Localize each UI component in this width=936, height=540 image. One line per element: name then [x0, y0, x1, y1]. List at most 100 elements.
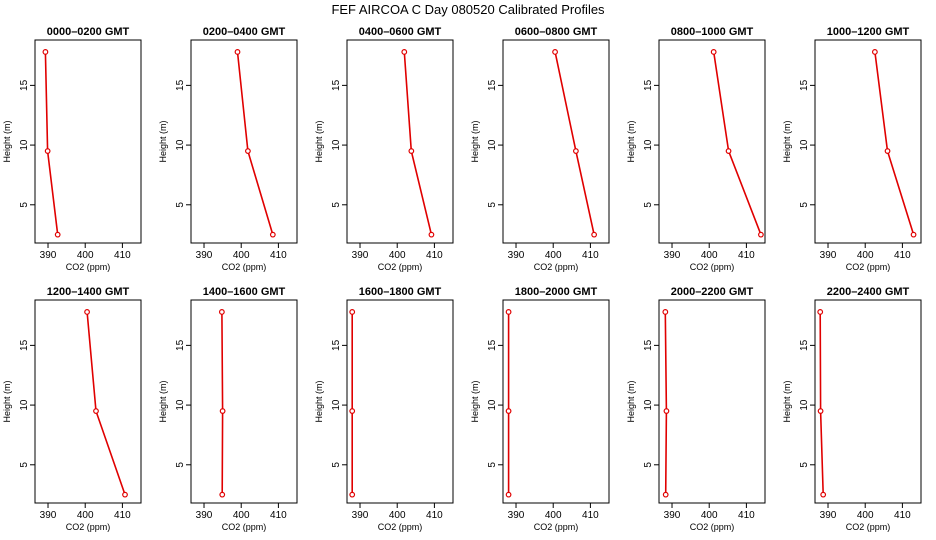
panel-5-ytick-label: 10 — [643, 139, 654, 151]
panel-4-point — [552, 49, 558, 55]
panel-4-xtick-label: 400 — [545, 250, 562, 261]
panel-9-frame — [346, 299, 454, 504]
panel-8-xtick-label: 410 — [270, 510, 287, 521]
panel-8: 1400–1600 GMT 390 400 410 5 10 15 CO2 (ppm) Heig… — [158, 286, 298, 532]
panel-4-point — [591, 231, 598, 238]
panel-12-point — [820, 491, 827, 498]
panel-8-ytick-label: 15 — [175, 339, 186, 351]
panel-4-xtick-label: 410 — [582, 250, 599, 261]
panel-12-ytick-label: 10 — [799, 399, 810, 411]
panel-8-frame — [190, 299, 298, 504]
panel-9-xtick-label: 410 — [426, 510, 443, 521]
panel-5-ytick-label: 5 — [643, 202, 654, 208]
panel-3-ytick-label: 5 — [331, 202, 342, 208]
panel-1-xtick-label: 410 — [114, 250, 131, 261]
panel-1-point — [44, 148, 51, 154]
panel-11-profile-line — [664, 311, 668, 495]
panel-12-xtick-label: 390 — [820, 510, 837, 521]
panel-8-xtick-label: 400 — [233, 510, 250, 521]
panel-5-frame — [658, 39, 766, 244]
panel-3-ytick-label: 10 — [331, 139, 342, 151]
panel-10: 1800–2000 GMT 390 400 410 5 10 15 CO2 (ppm) Heig… — [470, 286, 610, 532]
panel-3-point — [401, 49, 408, 55]
panel-10-ylabel: Height (m) — [470, 380, 480, 422]
panel-6-title: 1000–1200 GMT — [827, 26, 910, 38]
panel-10-xtick-label: 410 — [582, 510, 599, 521]
panel-11-title: 2000–2200 GMT — [671, 286, 754, 298]
panel-5-ylabel: Height (m) — [626, 120, 636, 162]
panel-3-point — [428, 231, 435, 238]
panel-1: 0000–0200 GMT 390 400 410 5 10 15 CO2 (ppm) Heig… — [2, 26, 142, 272]
panel-7-point — [84, 309, 90, 315]
panel-7-profile-line — [86, 311, 126, 495]
figure-title: FEF AIRCOA C Day 080520 Calibrated Profi… — [331, 2, 605, 17]
panel-11-ytick-label: 15 — [643, 339, 654, 351]
panel-2-frame — [190, 39, 298, 244]
panel-3-profile-line — [403, 51, 433, 235]
panel-1-profile-line — [44, 51, 59, 235]
panel-12-xtick-label: 410 — [894, 510, 911, 521]
panel-2-xtick-label: 410 — [270, 250, 287, 261]
panel-5-xtick-label: 410 — [738, 250, 755, 261]
panel-12: 2200–2400 GMT 390 400 410 5 10 15 CO2 (ppm) Heig… — [782, 286, 922, 532]
panel-11-point — [663, 408, 670, 414]
panel-4-profile-line — [554, 51, 595, 235]
panel-6-ytick-label: 5 — [799, 202, 810, 208]
panel-10-xtick-label: 400 — [545, 510, 562, 521]
panel-10-ytick-label: 15 — [487, 339, 498, 351]
panel-7-frame — [34, 299, 142, 504]
panel-9-point — [349, 491, 356, 498]
panel-7-point — [122, 491, 128, 498]
panel-9-ytick-label: 10 — [331, 399, 342, 411]
panel-12-xlabel: CO2 (ppm) — [846, 522, 891, 532]
panel-11-xtick-label: 390 — [664, 510, 681, 521]
panel-4-xlabel: CO2 (ppm) — [534, 262, 579, 272]
panel-11-ytick-label: 5 — [643, 462, 654, 468]
panel-4-ytick-label: 5 — [487, 202, 498, 208]
panel-10-point — [505, 408, 512, 414]
panel-6-xlabel: CO2 (ppm) — [846, 262, 891, 272]
panel-2-ytick-label: 15 — [175, 79, 186, 91]
panel-5-title: 0800–1000 GMT — [671, 26, 754, 38]
panel-10-title: 1800–2000 GMT — [515, 286, 598, 298]
panel-2-point — [234, 49, 241, 55]
panel-6-ytick-label: 15 — [799, 79, 810, 91]
panel-1-xtick-label: 390 — [40, 250, 57, 261]
panel-7-xtick-label: 410 — [114, 510, 131, 521]
panel-10-frame — [502, 299, 610, 504]
panel-6-xtick-label: 400 — [857, 250, 874, 261]
panel-4-point — [572, 148, 579, 154]
panel-1-title: 0000–0200 GMT — [47, 26, 130, 38]
panel-6-point — [871, 49, 878, 55]
panel-7-point — [93, 408, 99, 414]
panel-5-xtick-label: 390 — [664, 250, 681, 261]
panel-5-point — [725, 148, 732, 154]
panel-3-ytick-label: 15 — [331, 79, 342, 91]
panel-3-xtick-label: 390 — [352, 250, 369, 261]
panel-9-point — [349, 408, 356, 414]
panel-4: 0600–0800 GMT 390 400 410 5 10 15 CO2 (ppm) Heig… — [470, 26, 610, 272]
panel-6-ylabel: Height (m) — [782, 120, 792, 162]
panel-4-ytick-label: 15 — [487, 79, 498, 91]
panel-2: 0200–0400 GMT 390 400 410 5 10 15 CO2 (ppm) Heig… — [158, 26, 298, 272]
panel-7-ytick-label: 5 — [19, 462, 30, 468]
panel-10-point — [505, 491, 512, 498]
panel-9-ytick-label: 5 — [331, 462, 342, 468]
panel-3: 0400–0600 GMT 390 400 410 5 10 15 CO2 (ppm) Heig… — [314, 26, 454, 272]
panel-5-xtick-label: 400 — [701, 250, 718, 261]
panel-1-xlabel: CO2 (ppm) — [66, 262, 111, 272]
panel-3-xtick-label: 410 — [426, 250, 443, 261]
panel-8-point — [219, 408, 226, 414]
panel-3-point — [408, 148, 415, 154]
panel-11-point — [662, 309, 669, 315]
panel-1-ytick-label: 10 — [19, 139, 30, 151]
panel-12-ylabel: Height (m) — [782, 380, 792, 422]
panel-8-ytick-label: 10 — [175, 399, 186, 411]
panel-4-ytick-label: 10 — [487, 139, 498, 151]
panel-6: 1000–1200 GMT 390 400 410 5 10 15 CO2 (ppm) Heig… — [782, 26, 922, 272]
panel-3-frame — [346, 39, 454, 244]
panel-6-xtick-label: 410 — [894, 250, 911, 261]
panel-8-ylabel: Height (m) — [158, 380, 168, 422]
panel-1-point — [42, 49, 49, 55]
